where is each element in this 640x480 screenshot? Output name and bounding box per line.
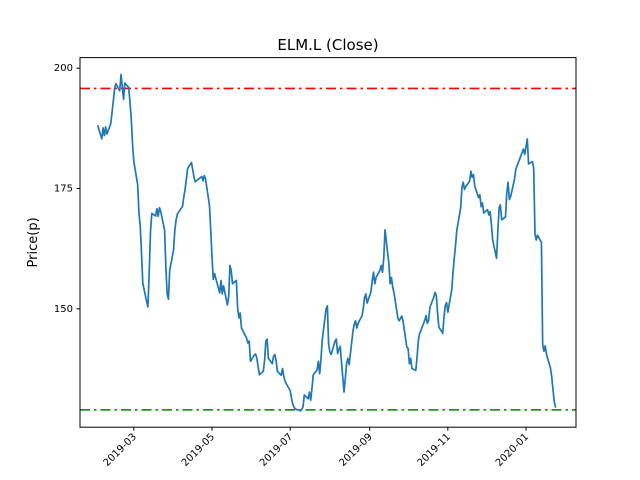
y-tick-label: 175	[54, 184, 73, 195]
price-line-series	[97, 73, 557, 412]
y-tick-label: 200	[54, 63, 73, 74]
y-axis-ticks: 150 175 200	[54, 63, 80, 315]
y-tick-label: 150	[54, 304, 73, 315]
y-axis-label: Price(p)	[26, 217, 41, 267]
plot-area-border	[79, 57, 577, 428]
threshold-lines	[80, 87, 576, 411]
chart-title: ELM.L (Close)	[277, 36, 378, 54]
